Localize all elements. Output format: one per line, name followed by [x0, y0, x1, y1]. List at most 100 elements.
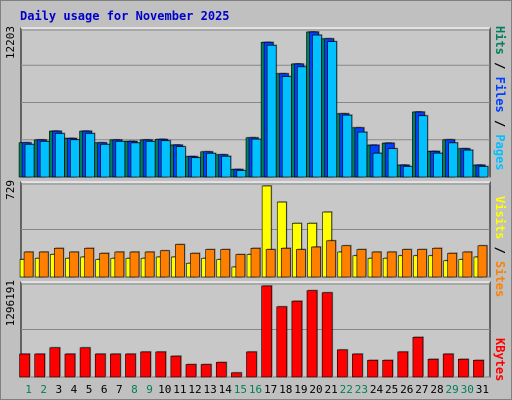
kbytes-bar-day-3 — [49, 347, 61, 378]
pages-bar-day-15 — [236, 170, 247, 178]
pages-bar-day-10 — [160, 140, 171, 178]
pages-bar-day-9 — [145, 141, 156, 178]
kbytes-bar-day-29 — [442, 353, 454, 378]
sites-bar-day-20 — [311, 246, 321, 278]
kbytes-bar-day-22 — [336, 349, 348, 378]
sites-bar-day-29 — [447, 252, 457, 278]
sites-bar-day-12 — [190, 252, 200, 278]
kbytes-bar-day-6 — [94, 353, 106, 378]
pages-bar-day-28 — [433, 152, 443, 178]
day-label-28: 28 — [430, 383, 443, 396]
day-label-8: 8 — [131, 383, 138, 396]
pages-bar-day-3 — [55, 133, 65, 178]
day-label-3: 3 — [56, 383, 63, 396]
sites-bar-day-4 — [69, 251, 79, 278]
kbytes-bar-day-16 — [246, 351, 257, 378]
legend-item-files: Files — [493, 77, 507, 113]
sites-bar-day-10 — [159, 250, 170, 278]
day-label-10: 10 — [158, 383, 171, 396]
pages-bar-day-8 — [130, 142, 141, 178]
kbytes-bar-day-18 — [276, 306, 288, 378]
bottom-panel-ymax-label: 1296191 — [4, 280, 17, 326]
day-label-16: 16 — [249, 383, 262, 396]
sites-bar-day-14 — [220, 249, 231, 278]
kbytes-bar-day-13 — [200, 364, 212, 378]
legend-separator: / — [493, 239, 507, 261]
sites-bar-day-19 — [296, 249, 306, 278]
kbytes-bar-day-1 — [19, 353, 30, 378]
legend-item-kbytes: KBytes — [493, 338, 507, 381]
sites-bar-day-21 — [326, 240, 336, 278]
day-label-31: 31 — [476, 383, 489, 396]
pages-bar-day-31 — [478, 166, 489, 178]
pages-bar-day-5 — [85, 133, 95, 178]
sites-bar-day-31 — [477, 245, 488, 278]
kbytes-bar-day-19 — [291, 300, 303, 378]
sites-bar-day-28 — [432, 247, 442, 278]
sites-bar-day-3 — [54, 247, 64, 278]
kbytes-bar-day-24 — [367, 359, 378, 378]
sites-bar-day-18 — [280, 247, 291, 278]
pages-bar-day-22 — [342, 114, 353, 178]
legend-item-sites: Sites — [493, 261, 507, 297]
pages-bar-day-17 — [266, 45, 277, 178]
day-label-14: 14 — [219, 383, 233, 396]
kbytes-bar-day-20 — [306, 290, 318, 378]
pages-bar-day-21 — [327, 41, 337, 178]
sites-bar-day-15 — [235, 254, 246, 278]
legend-middle-panel: Visits / Sites — [493, 196, 507, 297]
kbytes-bar-day-28 — [427, 358, 439, 378]
legend-bottom-panel: KBytes — [493, 338, 507, 381]
day-label-20: 20 — [309, 383, 322, 396]
pages-bar-day-30 — [463, 149, 474, 178]
day-label-12: 12 — [188, 383, 201, 396]
chart-title: Daily usage for November 2025 — [20, 9, 230, 23]
day-label-9: 9 — [146, 383, 153, 396]
kbytes-bar-day-5 — [79, 347, 91, 378]
pages-bar-day-1 — [24, 144, 35, 178]
sites-bar-day-6 — [99, 252, 110, 278]
pages-bar-day-4 — [70, 139, 80, 178]
pages-bar-day-29 — [448, 142, 458, 178]
kbytes-bar-day-31 — [473, 359, 484, 378]
legend-top-panel: Hits / Files / Pages — [493, 26, 507, 171]
day-label-18: 18 — [279, 383, 292, 396]
kbytes-bar-day-7 — [110, 353, 121, 378]
kbytes-bar-day-15 — [231, 372, 242, 378]
day-label-13: 13 — [203, 383, 216, 396]
sites-bar-day-1 — [23, 251, 34, 278]
kbytes-bar-day-17 — [261, 285, 272, 378]
kbytes-bar-day-2 — [34, 353, 45, 378]
legend-separator: / — [493, 55, 507, 77]
sites-bar-day-27 — [417, 249, 427, 278]
pages-bar-day-16 — [251, 138, 262, 178]
day-label-26: 26 — [400, 383, 413, 396]
pages-bar-day-20 — [312, 34, 322, 178]
day-label-2: 2 — [40, 383, 47, 396]
middle-panel-ymax-label: 729 — [4, 180, 17, 200]
sites-bar-day-11 — [175, 244, 185, 278]
kbytes-bar-day-14 — [215, 362, 227, 378]
day-label-6: 6 — [101, 383, 108, 396]
sites-bar-day-5 — [84, 247, 94, 278]
legend-item-pages: Pages — [493, 134, 507, 170]
pages-bar-day-12 — [191, 157, 201, 178]
day-label-4: 4 — [71, 383, 78, 396]
sites-bar-day-24 — [371, 251, 382, 278]
day-label-7: 7 — [116, 383, 123, 396]
day-label-24: 24 — [370, 383, 384, 396]
kbytes-bar-day-9 — [140, 351, 151, 378]
day-label-22: 22 — [340, 383, 353, 396]
kbytes-bar-day-10 — [155, 351, 167, 378]
pages-bar-day-14 — [221, 156, 232, 178]
pages-bar-day-6 — [100, 144, 111, 178]
day-label-17: 17 — [264, 383, 277, 396]
pages-bar-day-18 — [281, 76, 292, 178]
sites-bar-day-7 — [114, 251, 125, 278]
day-label-21: 21 — [325, 383, 338, 396]
day-label-11: 11 — [173, 383, 186, 396]
sites-bar-day-17 — [265, 249, 276, 278]
kbytes-bar-day-4 — [64, 353, 76, 378]
sites-bar-day-23 — [356, 249, 367, 278]
